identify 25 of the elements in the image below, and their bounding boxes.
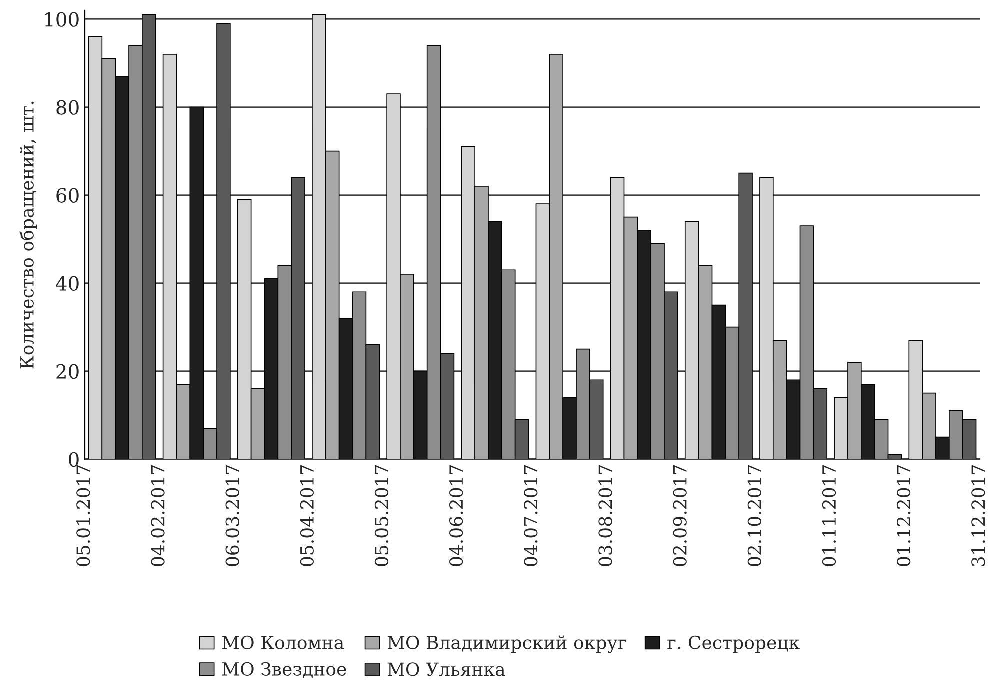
legend-label: МО Звездное [222,662,346,678]
y-tick-label: 60 [56,188,79,203]
x-tick-label: 01.12.2017 [897,466,911,566]
y-tick-label: 80 [56,100,79,115]
x-tick-label: 04.06.2017 [450,466,464,566]
x-tick-label: 06.03.2017 [226,466,240,566]
x-tick-label: 03.08.2017 [598,466,612,566]
y-tick-label: 20 [56,364,79,379]
x-tick-label: 31.12.2017 [972,466,986,566]
legend-label: МО Ульянка [388,662,506,676]
x-tick-label: 05.05.2017 [374,466,389,566]
y-axis-title: Количество обращений, шт. [20,102,38,369]
legend-label: г. Сестрорецк [668,636,800,653]
x-tick-label: 04.07.2017 [524,466,538,566]
legend-label: МО Коломна [222,636,344,650]
x-tick-label: 01.11.2017 [822,466,836,566]
y-tick-label: 0 [69,452,79,468]
y-tick-label: 100 [45,12,79,27]
x-tick-label: 02.09.2017 [673,466,687,566]
x-tick-label: 05.04.2017 [300,466,314,566]
legend-label: МО Владимирский округ [388,636,626,654]
x-tick-label: 04.02.2017 [151,466,165,566]
x-tick-label: 05.01.2017 [76,466,90,566]
x-tick-label: 02.10.2017 [748,466,762,566]
y-tick-label: 40 [56,276,79,291]
